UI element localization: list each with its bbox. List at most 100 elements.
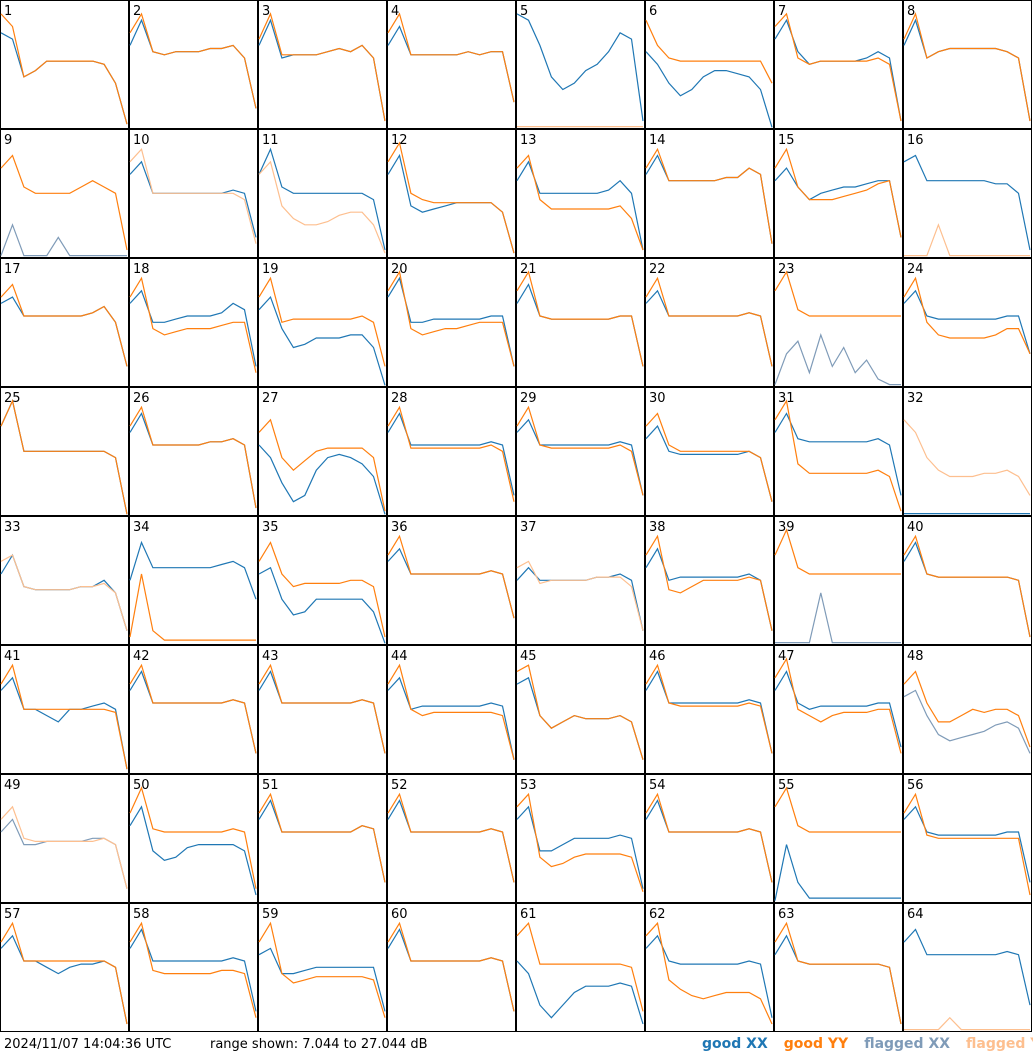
panel-label: 26	[133, 391, 150, 406]
panel-label: 1	[4, 4, 12, 19]
trace	[774, 12, 902, 122]
panel: 2	[129, 0, 258, 129]
trace	[129, 540, 257, 600]
trace	[904, 223, 1030, 257]
trace	[0, 399, 128, 515]
panel: 42	[129, 645, 258, 774]
trace	[775, 592, 901, 644]
trace	[258, 921, 386, 1018]
panel-frame	[258, 0, 387, 129]
panel: 50	[129, 774, 258, 903]
trace	[387, 405, 515, 502]
trace	[387, 663, 515, 760]
panel: 14	[645, 129, 774, 258]
panel-frame	[774, 0, 903, 129]
panel-frame	[129, 387, 258, 516]
panel: 56	[903, 774, 1032, 903]
panel-label: 11	[262, 133, 279, 148]
trace	[0, 154, 128, 251]
panel-frame	[774, 903, 903, 1032]
panel-frame	[0, 516, 129, 645]
panel-label: 53	[520, 778, 537, 793]
panel-frame	[774, 258, 903, 387]
trace	[129, 663, 257, 754]
trace	[129, 405, 257, 509]
panel-frame	[645, 903, 774, 1032]
panel: 4	[387, 0, 516, 129]
trace	[774, 270, 901, 317]
trace	[0, 223, 127, 257]
panel-label: 20	[391, 262, 408, 277]
panel-label: 64	[907, 907, 924, 922]
panel: 5	[516, 0, 645, 129]
trace	[0, 13, 128, 125]
panel-label: 22	[649, 262, 666, 277]
trace	[774, 528, 901, 575]
panel-frame	[387, 387, 516, 516]
panel-label: 54	[649, 778, 666, 793]
panel-label: 4	[391, 4, 399, 19]
panel-frame	[129, 516, 258, 645]
trace	[645, 51, 773, 128]
panel-label: 34	[133, 520, 150, 535]
panel: 1	[0, 0, 129, 129]
panel-frame	[129, 903, 258, 1032]
panel-label: 18	[133, 262, 150, 277]
panel: 20	[387, 258, 516, 387]
panel-frame	[903, 903, 1032, 1032]
trace	[903, 534, 1031, 638]
panel: 59	[258, 903, 387, 1032]
panel-frame	[516, 903, 645, 1032]
panel-label: 16	[907, 133, 924, 148]
panel: 9	[0, 129, 129, 258]
trace	[774, 147, 902, 238]
panel-label: 56	[907, 778, 924, 793]
panel: 46	[645, 645, 774, 774]
panel-frame	[903, 387, 1032, 516]
panel: 8	[903, 0, 1032, 129]
panel-label: 48	[907, 649, 924, 664]
trace	[645, 792, 773, 883]
panel: 54	[645, 774, 774, 903]
panel-label: 52	[391, 778, 408, 793]
panel-frame	[0, 774, 129, 903]
panel-label: 32	[907, 391, 924, 406]
trace	[258, 663, 386, 754]
panel-label: 30	[649, 391, 666, 406]
trace	[258, 541, 386, 638]
panel-label: 35	[262, 520, 279, 535]
panel-label: 55	[778, 778, 795, 793]
panel-label: 37	[520, 520, 537, 535]
panel: 49	[0, 774, 129, 903]
trace	[0, 554, 128, 631]
panel-label: 51	[262, 778, 279, 793]
trace	[516, 560, 644, 631]
trace	[387, 792, 515, 883]
panel: 3	[258, 0, 387, 129]
panel-frame	[258, 645, 387, 774]
panel-frame	[903, 0, 1032, 129]
panel: 61	[516, 903, 645, 1032]
panel-label: 41	[4, 649, 21, 664]
panel-frame	[387, 516, 516, 645]
trace	[129, 12, 257, 109]
trace	[903, 792, 1031, 896]
panel-frame	[903, 645, 1032, 774]
trace	[516, 405, 644, 496]
panel-label: 28	[391, 391, 408, 406]
panel-label: 15	[778, 133, 795, 148]
panel: 16	[903, 129, 1032, 258]
panel: 12	[387, 129, 516, 258]
trace	[129, 289, 257, 367]
trace	[903, 12, 1031, 122]
panel: 17	[0, 258, 129, 387]
panel-label: 17	[4, 262, 21, 277]
panel-frame	[387, 129, 516, 258]
trace	[129, 805, 257, 896]
trace	[516, 160, 644, 251]
panel: 48	[903, 645, 1032, 774]
trace	[258, 147, 386, 251]
trace	[129, 147, 257, 244]
panel: 32	[903, 387, 1032, 516]
timestamp: 2024/11/07 14:04:36 UTC	[4, 1037, 171, 1052]
